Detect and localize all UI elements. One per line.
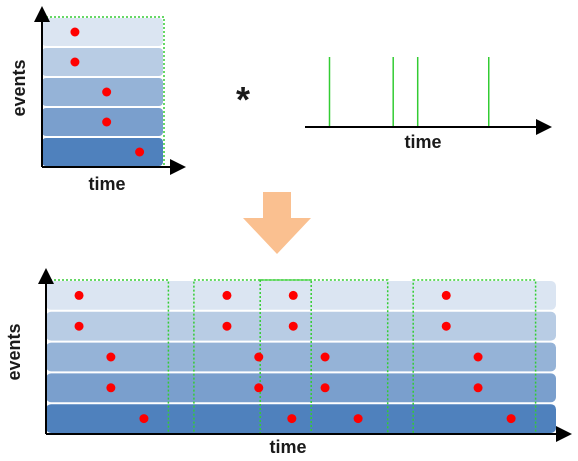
result-event-dot-3-3 <box>320 352 330 362</box>
top-left-row-5 <box>42 138 163 166</box>
top-left-row-2 <box>42 48 163 76</box>
transform-arrow <box>243 192 311 254</box>
result-event-dot-1-2 <box>74 321 84 331</box>
result-event-dot-1-3 <box>106 352 116 362</box>
top-left-event-dot-2 <box>70 57 80 67</box>
result-event-dot-4-4 <box>473 383 483 393</box>
result-event-dot-4-3 <box>473 352 483 362</box>
top-left-y-axis-label: events <box>9 59 29 116</box>
result-row-1 <box>46 281 556 310</box>
impulse-x-axis-label: time <box>404 132 441 152</box>
top-left-event-dot-3 <box>102 87 112 97</box>
result-event-dot-3-2 <box>288 321 298 331</box>
result-y-axis-label: events <box>4 323 24 380</box>
result-row-5 <box>46 404 556 433</box>
impulse-lines <box>328 57 490 127</box>
top-left-event-dots <box>70 27 145 157</box>
result-event-dot-1-1 <box>74 290 84 300</box>
result-event-dot-3-4 <box>320 383 330 393</box>
result-event-dot-2-5 <box>287 414 297 424</box>
result-event-dot-2-4 <box>254 383 264 393</box>
result-event-dot-2-2 <box>222 321 232 331</box>
result-event-dot-3-5 <box>353 414 363 424</box>
result-row-3 <box>46 342 556 372</box>
result-event-dot-4-1 <box>441 290 451 300</box>
result-event-dots <box>74 290 516 424</box>
result-event-dot-4-5 <box>506 414 516 424</box>
result-row-2 <box>46 311 556 341</box>
result-event-rows <box>46 281 556 433</box>
result-event-dot-3-1 <box>288 290 298 300</box>
result-x-axis-label: time <box>269 437 306 457</box>
result-event-dot-2-3 <box>254 352 264 362</box>
top-left-event-dot-5 <box>135 147 145 157</box>
result-event-dot-4-2 <box>441 321 451 331</box>
result-event-dot-1-4 <box>106 383 116 393</box>
result-row-4 <box>46 373 556 403</box>
top-left-x-axis-label: time <box>88 174 125 194</box>
top-left-event-dot-4 <box>102 117 112 127</box>
top-left-row-1 <box>42 18 163 46</box>
top-left-event-dot-1 <box>70 27 80 37</box>
result-event-dot-1-5 <box>139 414 149 424</box>
result-event-dot-2-1 <box>222 290 232 300</box>
convolution-operator: * <box>236 79 250 120</box>
